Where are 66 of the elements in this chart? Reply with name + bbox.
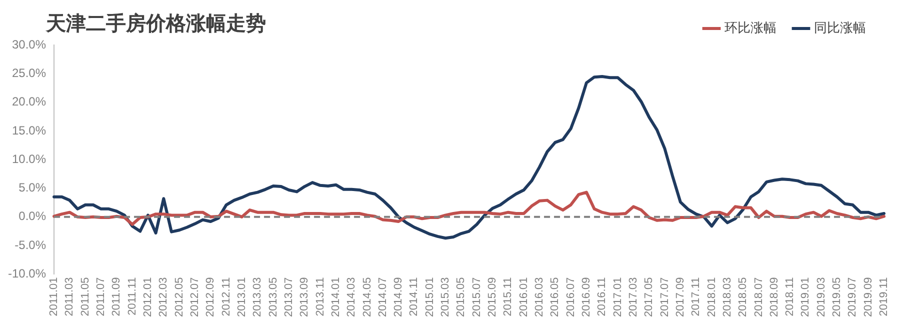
x-tick-label: 2019.05 (831, 277, 844, 318)
y-tick-label: 20.0% (12, 94, 46, 109)
x-tick-label: 2019.07 (846, 277, 859, 318)
x-tick-label: 2014.09 (392, 277, 405, 318)
x-tick-label: 2013.11 (314, 277, 326, 316)
x-tick-label: 2013.03 (252, 277, 264, 318)
x-tick-label: 2015.03 (440, 277, 452, 318)
x-tick-label: 2013.05 (267, 277, 280, 318)
x-tick-label: 2011.01 (48, 277, 60, 316)
x-tick-label: 2012.09 (204, 277, 217, 318)
x-tick-label: 2017.01 (612, 277, 624, 318)
x-tick-label: 2018.07 (752, 277, 765, 318)
chart-title: 天津二手房价格涨幅走势 (46, 10, 266, 37)
x-tick-label: 2019.01 (800, 277, 812, 318)
legend-label: 同比涨幅 (814, 20, 866, 36)
x-tick-label: 2019.03 (815, 277, 828, 318)
x-tick-label: 2017.03 (627, 277, 640, 318)
x-tick-label: 2016.07 (564, 277, 577, 318)
x-tick-label: 2011.05 (79, 277, 92, 316)
y-tick-label: 15.0% (12, 123, 46, 138)
x-tick-label: 2014.07 (376, 277, 389, 318)
x-tick-label: 2013.01 (236, 277, 248, 318)
x-tick-label: 2012.07 (188, 277, 201, 318)
x-tick-label: 2017.05 (643, 277, 656, 318)
x-tick-label: 2015.09 (486, 277, 499, 318)
x-tick-label: 2018.09 (768, 277, 780, 318)
x-tick-label: 2011.09 (110, 277, 123, 316)
x-tick-label: 2016.11 (596, 277, 608, 316)
x-tick-label: 2019.11 (878, 277, 890, 316)
x-tick-label: 2017.07 (658, 277, 671, 318)
x-tick-label: 2017.09 (674, 277, 686, 318)
x-tick-label: 2018.11 (784, 277, 796, 316)
x-tick-label: 2017.11 (690, 277, 702, 316)
x-tick-label: 2014.11 (408, 277, 420, 316)
x-tick-label: 2014.01 (330, 277, 342, 318)
x-tick-label: 2016.03 (534, 277, 546, 318)
x-tick-label: 2016.01 (518, 277, 530, 318)
y-tick-label: 25.0% (12, 66, 46, 80)
y-tick-label: 0.0% (18, 209, 46, 224)
x-tick-label: 2018.01 (706, 277, 718, 318)
x-tick-label: 2014.05 (361, 277, 374, 318)
x-tick-label: 2015.11 (502, 277, 514, 316)
y-tick-label: 30.0% (12, 37, 46, 52)
x-tick-label: 2011.03 (64, 277, 76, 316)
y-tick-label: -10.0% (8, 266, 46, 281)
x-tick-label: 2019.09 (862, 277, 874, 318)
x-tick-label: 2015.01 (424, 277, 436, 318)
x-tick-label: 2016.05 (549, 277, 562, 318)
y-tick-label: 5.0% (18, 180, 46, 195)
legend-label: 环比涨幅 (724, 20, 776, 36)
x-tick-label: 2016.09 (580, 277, 592, 318)
x-tick-label: 2018.03 (721, 277, 734, 318)
x-tick-label: 2012.05 (173, 277, 186, 318)
y-tick-label: -5.0% (14, 238, 46, 252)
x-tick-label: 2018.05 (737, 277, 750, 318)
x-tick-label: 2013.09 (298, 277, 311, 318)
y-tick-label: 10.0% (12, 152, 46, 166)
x-tick-label: 2015.07 (470, 277, 483, 318)
x-tick-label: 2011.11 (126, 277, 138, 316)
x-tick-label: 2012.11 (220, 277, 232, 316)
x-tick-label: 2011.07 (95, 277, 108, 316)
x-tick-label: 2012.01 (142, 277, 154, 318)
x-tick-label: 2013.07 (282, 277, 295, 318)
x-tick-label: 2012.03 (158, 277, 170, 318)
x-tick-label: 2015.05 (455, 277, 468, 318)
x-tick-label: 2014.03 (346, 277, 358, 318)
